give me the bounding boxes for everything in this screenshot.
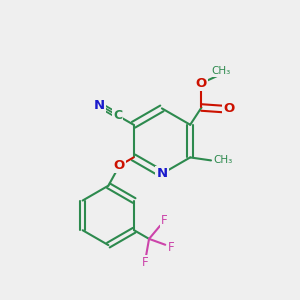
Text: F: F <box>161 214 168 227</box>
Text: F: F <box>142 256 148 269</box>
Text: F: F <box>168 241 175 254</box>
Text: CH₃: CH₃ <box>214 155 233 165</box>
Text: N: N <box>156 167 167 180</box>
Text: O: O <box>223 103 235 116</box>
Text: C: C <box>113 109 122 122</box>
Text: N: N <box>94 99 105 112</box>
Text: O: O <box>196 76 207 90</box>
Text: O: O <box>114 159 125 172</box>
Text: CH₃: CH₃ <box>211 66 230 76</box>
